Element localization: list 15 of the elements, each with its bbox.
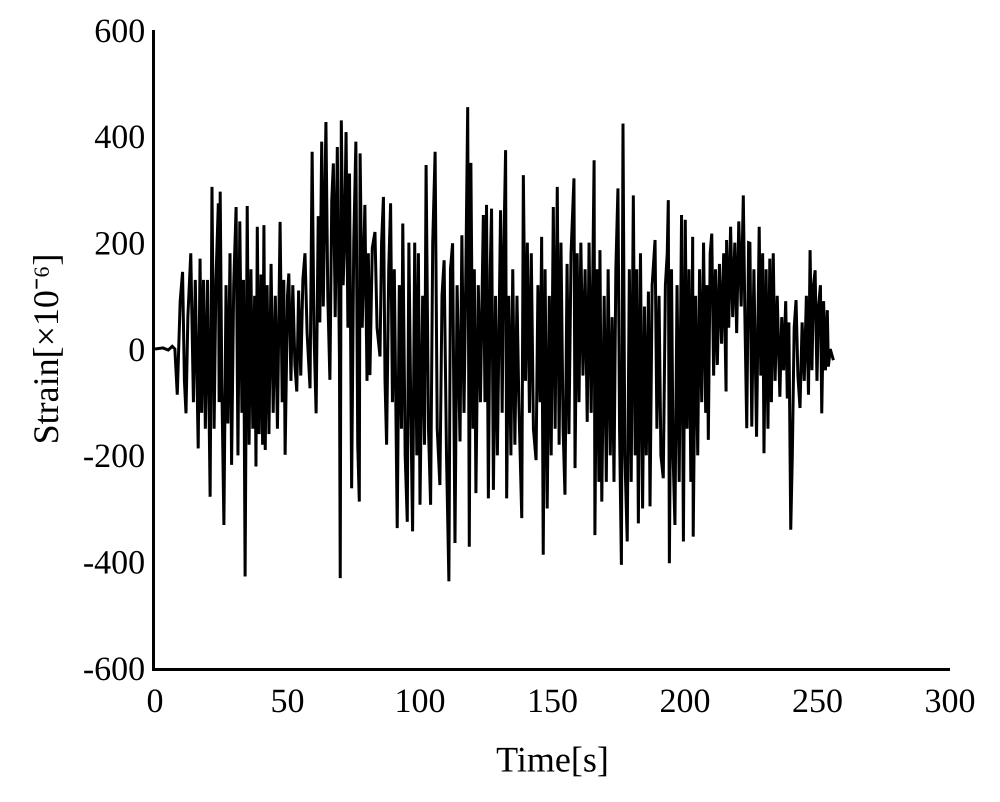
x-tick-label: 300 <box>924 682 976 720</box>
y-tick-label: -600 <box>82 650 146 688</box>
y-tick-label: 0 <box>128 332 146 369</box>
x-tick-label: 200 <box>660 682 710 720</box>
x-tick-label: 150 <box>527 682 578 720</box>
y-tick-label: 400 <box>94 119 146 156</box>
y-tick-label: -200 <box>82 438 146 476</box>
x-tick-label: 50 <box>270 682 304 720</box>
y-tick-label: -400 <box>82 544 146 582</box>
x-tick-label: 100 <box>394 682 446 720</box>
x-axis-title: Time[s] <box>496 740 609 780</box>
y-tick-label: 600 <box>94 12 146 50</box>
x-tick-label: 250 <box>792 682 843 720</box>
y-axis-title: Strain[×10⁻⁶] <box>26 254 66 444</box>
y-tick-label: 200 <box>94 226 146 263</box>
